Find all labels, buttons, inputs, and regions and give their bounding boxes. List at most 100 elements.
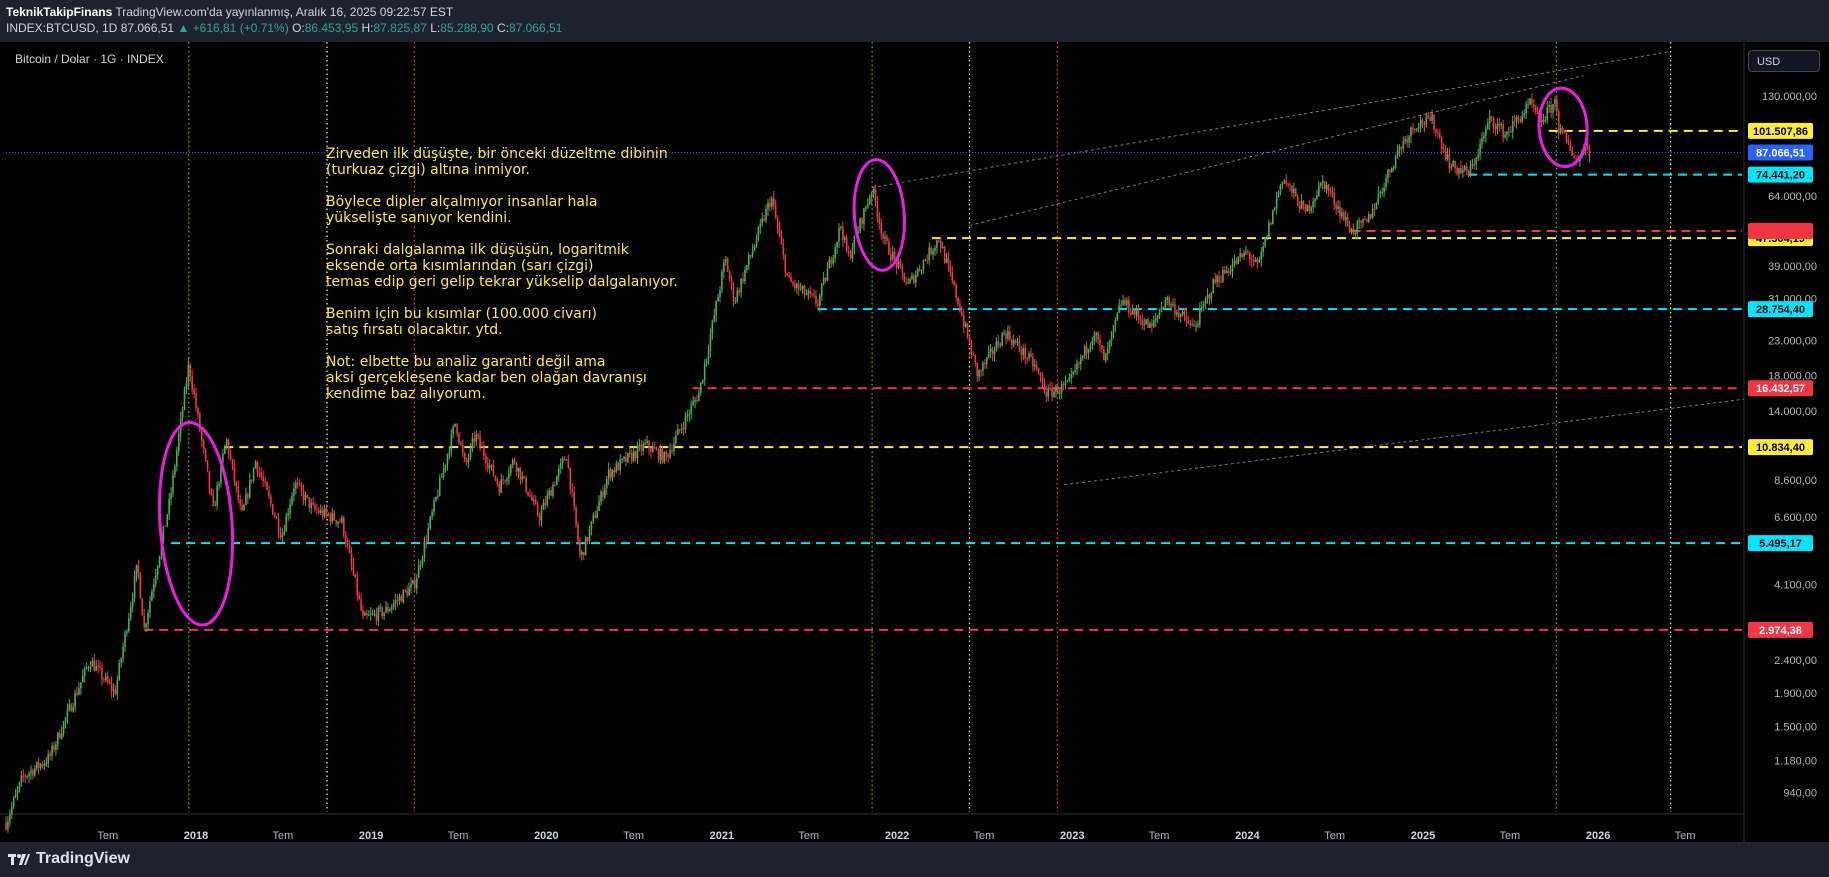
candle-body	[663, 451, 666, 463]
candle-body	[1275, 197, 1278, 208]
level-tag-label: 74.441,20	[1756, 170, 1805, 182]
candle-body	[1460, 168, 1462, 173]
candle-body	[319, 509, 322, 514]
candle-body	[842, 226, 844, 241]
candle-body	[1053, 391, 1055, 397]
candle-body	[1404, 139, 1407, 141]
candle-body	[857, 231, 860, 233]
level-tag-label: 10.834,40	[1756, 442, 1805, 454]
candle-body	[1446, 154, 1449, 160]
candle-body	[843, 237, 846, 241]
candle-body	[888, 241, 890, 255]
candle-body	[64, 717, 67, 722]
candle-body	[427, 527, 430, 542]
candle-body	[1076, 362, 1078, 371]
author-name[interactable]: TeknikTakipFinans	[6, 5, 113, 19]
candle-body	[55, 744, 57, 750]
candle-body	[1277, 191, 1280, 198]
symbol-label[interactable]: INDEX:BTCUSD, 1D	[6, 21, 118, 35]
candle-body	[830, 259, 833, 264]
candle-body	[1310, 207, 1312, 212]
candle-body	[980, 370, 982, 372]
candle-body	[1141, 319, 1144, 326]
candle-body	[385, 606, 387, 613]
candle-body	[10, 806, 13, 815]
price-change: ▲ +616,81 (+0.71%)	[177, 21, 289, 35]
candle-body	[469, 445, 472, 458]
candle-body	[1051, 388, 1053, 397]
candle-body	[1444, 149, 1447, 160]
candle-body	[630, 452, 633, 461]
candle-body	[1588, 148, 1591, 157]
candle-body	[976, 362, 979, 377]
candle-body	[496, 479, 499, 485]
candle-body	[488, 465, 491, 469]
candle-body	[118, 663, 121, 680]
candle-body	[1072, 371, 1074, 375]
candle-body	[993, 350, 996, 355]
candle-body	[1066, 380, 1069, 382]
candle-body	[1517, 117, 1520, 120]
candle-body	[886, 236, 888, 242]
candle-body	[1214, 279, 1217, 283]
candle-body	[694, 399, 696, 402]
candle-body	[669, 450, 671, 458]
candle-body	[1049, 387, 1051, 389]
candle-body	[1314, 198, 1316, 202]
candle-body	[410, 583, 412, 588]
candle-body	[1519, 119, 1522, 122]
candle-body	[1135, 309, 1138, 316]
candle-body	[1431, 114, 1433, 121]
candle-body	[918, 269, 921, 271]
candle-body	[1224, 269, 1226, 274]
candle-body	[1508, 131, 1510, 133]
analysis-note: Zirveden ilk düşüşte, bir önceki düzeltm…	[326, 146, 678, 402]
candle-body	[621, 458, 623, 460]
candle-body	[1377, 193, 1380, 204]
candle-body	[1170, 304, 1172, 306]
candle-body	[575, 506, 577, 526]
candle-body	[581, 552, 583, 555]
candle-body	[414, 580, 416, 589]
candle-body	[711, 321, 714, 335]
candle-body	[444, 464, 447, 469]
candle-body	[78, 688, 80, 695]
candle-body	[665, 451, 668, 455]
candle-body	[628, 452, 631, 454]
candle-body	[425, 541, 428, 543]
candle-body	[1103, 349, 1105, 361]
x-tick-label: 2024	[1235, 830, 1260, 842]
candle-body	[346, 543, 349, 546]
candle-body	[765, 208, 767, 221]
candle-body	[229, 454, 232, 460]
candle-body	[1488, 116, 1491, 124]
candle-body	[300, 484, 303, 491]
candle-body	[882, 234, 884, 239]
candle-body	[1208, 294, 1211, 299]
candle-body	[331, 512, 334, 522]
candle-body	[81, 675, 84, 683]
level-tag-bg	[1748, 144, 1813, 161]
candle-body	[9, 814, 11, 822]
candle-body	[99, 666, 101, 668]
candle-body	[525, 477, 527, 492]
candle-body	[22, 775, 25, 777]
tradingview-logo[interactable]: TradingView	[8, 850, 130, 868]
candle-body	[494, 475, 497, 480]
candle-body	[828, 259, 831, 269]
candle-body	[1057, 386, 1059, 394]
candle-body	[273, 514, 276, 518]
candle-body	[247, 494, 249, 498]
chart-title: Bitcoin / Dolar · 1G · INDEX	[15, 52, 164, 66]
level-tag-label: 16.432,57	[1756, 383, 1805, 395]
candle-body	[1143, 324, 1145, 326]
candle-body	[753, 245, 756, 251]
candle-body	[1471, 163, 1474, 167]
x-tick-label: 2026	[1586, 830, 1610, 842]
currency-selector[interactable]: USD	[1748, 50, 1820, 72]
candle-body	[1124, 300, 1126, 305]
candle-body	[557, 468, 560, 476]
price-chart[interactable]: 170.000,00130.000,0064.000,0039.000,0031…	[0, 42, 1829, 842]
candle-body	[1458, 168, 1460, 174]
candle-body	[1586, 145, 1589, 149]
